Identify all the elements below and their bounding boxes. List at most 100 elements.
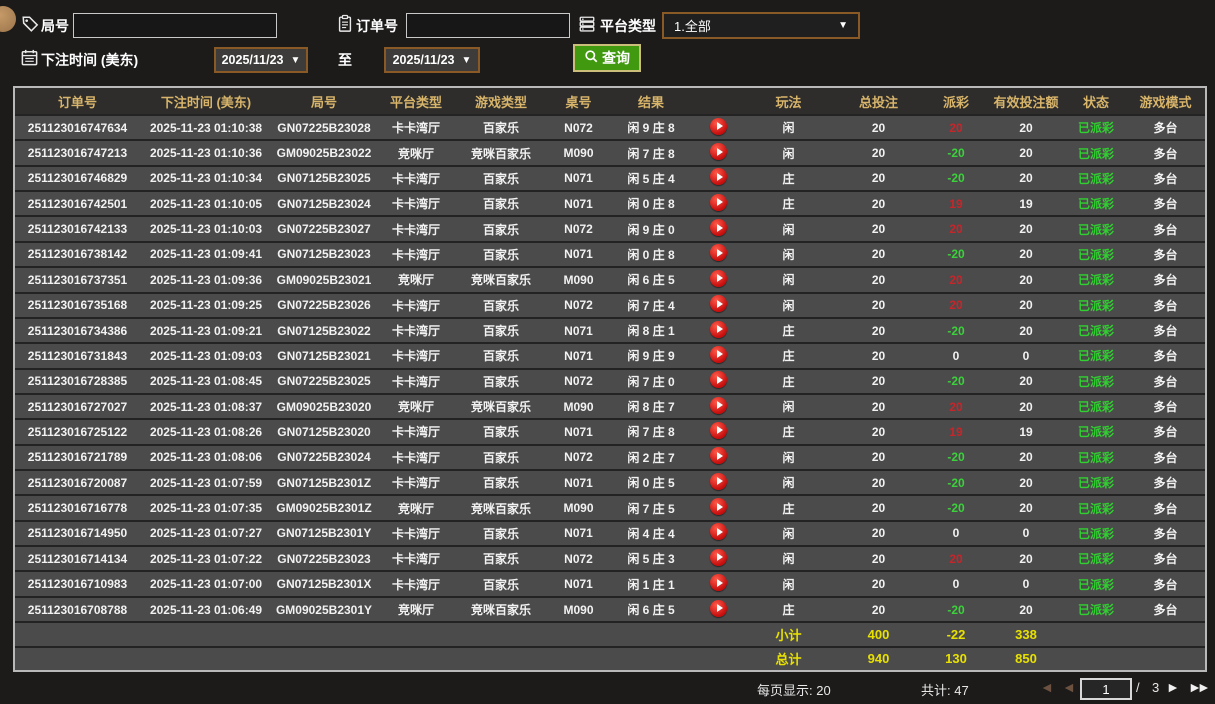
cell-valid_bet: 20 <box>1019 146 1033 161</box>
col-header-table: 桌号 <box>565 94 592 110</box>
replay-button[interactable] <box>710 193 727 211</box>
cell-table_no: N071 <box>564 323 593 338</box>
cell-bet_side: 闲 <box>782 552 795 567</box>
cell-status: 已派彩 <box>1077 349 1114 364</box>
cell-valid_bet: 0 <box>1022 348 1030 363</box>
cell-hall: 卡卡湾厅 <box>391 476 440 491</box>
cell-game: 百家乐 <box>482 298 519 313</box>
cell-hall: 竞咪厅 <box>397 273 434 288</box>
replay-button[interactable] <box>710 269 727 287</box>
cell-bet_side: 闲 <box>782 526 795 541</box>
platform-type-select[interactable]: 1.全部 ▼ <box>662 12 860 39</box>
date-to-picker[interactable]: 2025/11/23 ▼ <box>384 47 480 73</box>
cell-payout: 20 <box>949 120 963 135</box>
cell-payout: -20 <box>947 323 965 338</box>
cell-order: 251123016721789 <box>27 450 128 465</box>
replay-button[interactable] <box>710 168 727 186</box>
cell-table_no: N072 <box>564 551 593 566</box>
query-button[interactable]: 查询 <box>573 44 641 72</box>
table-row: 251123016727027 2025-11-23 01:08:37 GM0902… <box>15 392 1205 419</box>
replay-button[interactable] <box>710 295 727 313</box>
replay-button[interactable] <box>710 472 727 490</box>
cell-mode: 多台 <box>1153 603 1178 617</box>
cell-valid_bet: 20 <box>1019 272 1033 287</box>
prev-page-button[interactable]: ◄ <box>1062 679 1076 695</box>
cell-order: 251123016747213 <box>27 146 128 161</box>
table-row: 251123016728385 2025-11-23 01:08:45 GN0722… <box>15 367 1205 393</box>
first-page-button[interactable]: ◄ <box>1040 679 1054 695</box>
cell-round: GM09025B23021 <box>276 272 372 287</box>
cell-hall: 卡卡湾厅 <box>391 577 440 592</box>
records-table: 订单号 下注时间 (美东) 局号 平台类型 游戏类型 桌号 结果 玩法 总投注 … <box>13 86 1207 672</box>
cell-time: 2025-11-23 01:09:41 <box>149 247 263 262</box>
replay-button[interactable] <box>710 143 727 161</box>
replay-cell <box>691 548 746 569</box>
cell-status: 已派彩 <box>1077 603 1114 617</box>
replay-button[interactable] <box>710 244 727 262</box>
cell-result: 闲 8 庄 7 <box>627 400 675 415</box>
replay-button[interactable] <box>710 599 727 617</box>
cell-hall: 卡卡湾厅 <box>391 324 440 339</box>
replay-button[interactable] <box>710 345 727 363</box>
total-pages-label: 3 <box>1152 680 1160 695</box>
cell-status: 已派彩 <box>1077 374 1114 389</box>
replay-button[interactable] <box>710 117 727 135</box>
round-no-input[interactable] <box>73 13 277 38</box>
cell-game: 竞咪百家乐 <box>470 273 531 288</box>
replay-button[interactable] <box>710 447 727 465</box>
cell-mode: 多台 <box>1153 400 1178 415</box>
replay-button[interactable] <box>710 396 727 414</box>
cell-bet_side: 闲 <box>782 121 795 136</box>
col-header-result: 结果 <box>637 94 664 110</box>
cell-order: 251123016714134 <box>27 551 128 566</box>
replay-button[interactable] <box>710 320 727 338</box>
replay-button[interactable] <box>710 498 727 516</box>
cell-time: 2025-11-23 01:10:34 <box>149 171 263 186</box>
date-from-picker[interactable]: 2025/11/23 ▼ <box>214 47 308 73</box>
calendar-icon <box>20 48 39 72</box>
replay-button[interactable] <box>710 523 727 541</box>
summary-row: 总计 940 130 850 <box>15 645 1205 670</box>
table-header-row: 订单号 下注时间 (美东) 局号 平台类型 游戏类型 桌号 结果 玩法 总投注 … <box>15 88 1205 114</box>
cell-hall: 卡卡湾厅 <box>391 526 440 541</box>
cell-order: 251123016708788 <box>27 602 128 617</box>
replay-button[interactable] <box>710 421 727 439</box>
replay-button[interactable] <box>710 371 727 389</box>
cell-mode: 多台 <box>1153 324 1178 339</box>
bet-time-label: 下注时间 (美东) <box>41 52 139 68</box>
cell-round: GN07225B23028 <box>277 120 371 135</box>
table-row: 251123016738142 2025-11-23 01:09:41 GN0712… <box>15 240 1205 267</box>
cell-game: 百家乐 <box>482 324 519 339</box>
order-no-input[interactable] <box>406 13 570 38</box>
per-page-label: 每页显示: 20 <box>757 683 831 698</box>
cell-payout: -20 <box>947 247 965 262</box>
cell-round: GN07125B2301Y <box>276 526 372 541</box>
cell-game: 百家乐 <box>482 121 519 136</box>
cell-status: 已派彩 <box>1077 121 1114 136</box>
cell-valid_bet: 20 <box>1019 475 1033 490</box>
cell-mode: 多台 <box>1153 273 1178 288</box>
replay-button[interactable] <box>710 219 727 237</box>
last-page-button[interactable]: ►► <box>1188 679 1211 695</box>
replay-button[interactable] <box>710 574 727 592</box>
cell-order: 251123016725122 <box>27 424 128 439</box>
cell-table_no: N071 <box>564 348 593 363</box>
cell-round: GN07225B23023 <box>277 551 371 566</box>
replay-button[interactable] <box>710 548 727 566</box>
cell-round: GN07125B2301Z <box>276 475 372 490</box>
cell-hall: 竞咪厅 <box>397 603 434 617</box>
cell-time: 2025-11-23 01:07:27 <box>149 526 263 541</box>
next-page-button[interactable]: ► <box>1166 679 1180 695</box>
cell-game: 百家乐 <box>482 222 519 237</box>
col-header-mode: 游戏模式 <box>1139 94 1192 110</box>
cell-table_no: M090 <box>563 399 594 414</box>
cell-hall: 卡卡湾厅 <box>391 374 440 389</box>
cell-hall: 卡卡湾厅 <box>391 197 440 212</box>
cell-game: 百家乐 <box>482 476 519 491</box>
page-number-input[interactable] <box>1080 678 1132 700</box>
cell-bet_side: 闲 <box>782 476 795 491</box>
cell-table_no: N071 <box>564 424 593 439</box>
cell-result: 闲 0 庄 8 <box>627 247 675 262</box>
cell-payout: 20 <box>949 298 963 313</box>
table-row: 251123016714134 2025-11-23 01:07:22 GN0722… <box>15 545 1205 571</box>
